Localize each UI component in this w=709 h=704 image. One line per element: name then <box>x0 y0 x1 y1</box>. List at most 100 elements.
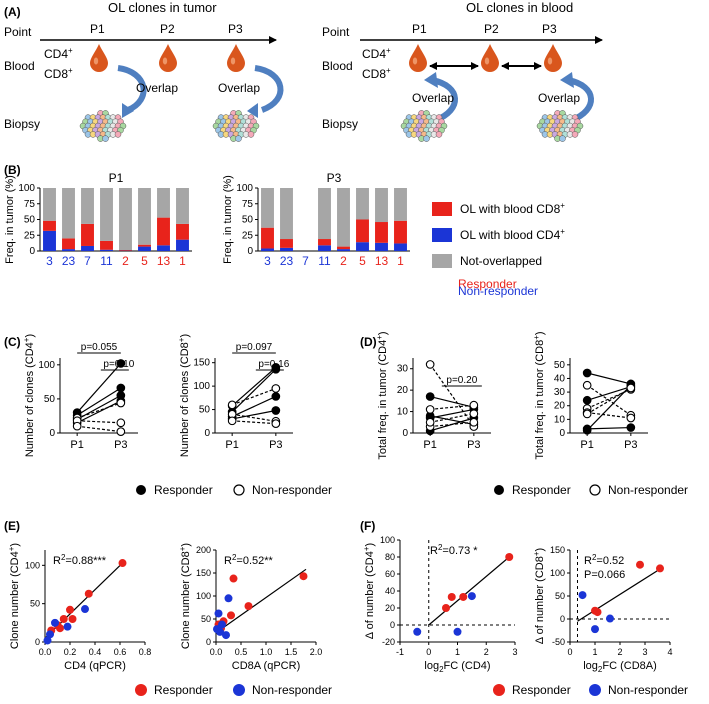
data-point <box>425 417 435 427</box>
y-tick-label: 50 <box>24 215 36 226</box>
x-tick-label: P3 <box>114 439 127 451</box>
line-chart-c2: 0 50 100 150 P1 P3 Number of clones (CD8+) p=0.… <box>177 334 293 457</box>
y-axis-label: Clone number (CD4+) <box>7 543 21 649</box>
y-tick-label: 150 <box>193 358 210 369</box>
category-label: 23 <box>62 254 76 268</box>
series-line <box>76 387 122 416</box>
overlap-arrow-icon <box>254 65 284 113</box>
series-line <box>587 426 631 430</box>
x-tick-label: 0.4 <box>89 647 102 657</box>
legend-responder: Responder <box>154 483 213 497</box>
y-tick-label: 40 <box>385 586 395 596</box>
bar-segment <box>261 248 274 251</box>
bar-segment <box>62 249 75 251</box>
data-point <box>442 604 450 612</box>
y-tick-label: 75 <box>242 199 254 210</box>
scatter-chart-e2: 0 50 100 150 200 0.0 0.5 1.0 1.5 2.0 CD8A (qPCR) Cl… <box>178 543 322 672</box>
category-label: 2 <box>340 254 347 268</box>
y-axis-label: Clone number (CD8+) <box>178 543 192 649</box>
data-point <box>299 572 308 581</box>
panel-a: (A) OL clones in tumor Point P1 P2 P3 Bl… <box>4 0 603 142</box>
data-point <box>453 627 462 636</box>
drop-highlight <box>162 57 168 65</box>
data-point <box>68 615 77 623</box>
panel-label-f: (F) <box>360 519 375 533</box>
y-tick-label: 75 <box>24 199 36 210</box>
y-tick-label: 30 <box>554 387 566 398</box>
y-tick-label: 50 <box>242 215 254 226</box>
x-tick-label: 1.0 <box>260 647 273 657</box>
data-point <box>606 614 614 623</box>
data-point <box>271 406 281 415</box>
legend-cd8: OL with blood CD8+ <box>460 201 565 216</box>
legend-non-responder: Non-responder <box>252 683 332 697</box>
y-tick-label: 100 <box>380 535 395 545</box>
drop-shape <box>159 44 177 72</box>
y-axis-label: Δ of number (CD8+) <box>532 548 546 644</box>
data-point <box>582 380 592 390</box>
bar-segment <box>280 188 293 240</box>
data-point <box>56 624 64 633</box>
y-tick-label: 60 <box>385 569 395 579</box>
y-axis-label: Freq. in tumor (%) <box>222 175 234 264</box>
drop-highlight <box>547 57 553 65</box>
data-point <box>425 405 435 414</box>
tumor-biopsy-icon <box>536 110 584 142</box>
legend-not-overlapped: Not-overlapped <box>460 254 542 268</box>
data-point <box>59 615 68 623</box>
tp-left-p2: P2 <box>160 22 175 36</box>
panel-label-e: (E) <box>4 519 20 533</box>
data-point <box>51 618 59 627</box>
data-point <box>84 589 93 598</box>
series-line <box>586 388 632 410</box>
data-point <box>469 409 479 419</box>
bar-segment <box>375 242 388 251</box>
category-label: 3 <box>264 254 271 268</box>
tumor-biopsy-icon <box>79 110 127 142</box>
data-point <box>582 368 592 378</box>
legend-swatch-cd4 <box>432 228 452 242</box>
y-tick-label: -20 <box>382 637 395 647</box>
tp-right-p2: P2 <box>484 22 499 36</box>
overlap-label: Overlap <box>412 91 454 105</box>
y-tick-label: -50 <box>552 637 565 647</box>
bar-segment <box>176 239 189 251</box>
legend-responder: Responder <box>512 483 571 497</box>
y-tick-label: 100 <box>25 560 40 570</box>
line-chart-d1: 0 10 20 30 P1 P3 Total freq. in tumor (CD4+) p=… <box>375 331 491 460</box>
data-point <box>582 395 592 405</box>
x-axis-label: log2FC (CD8A) <box>583 660 657 674</box>
y-tick-label: 10 <box>397 407 409 418</box>
bar-segment <box>318 245 331 251</box>
x-tick-label: 3 <box>642 647 647 657</box>
bar-legend: OL with blood CD8+ OL with blood CD4+ No… <box>432 201 565 298</box>
data-point <box>425 392 435 401</box>
y-tick-label: 50 <box>555 591 565 601</box>
overlap-arrow-head-icon <box>247 103 258 118</box>
drop-shape <box>90 44 108 72</box>
y-tick-label: 200 <box>196 545 211 555</box>
blood-drop-icon <box>544 44 562 72</box>
bar-segment <box>138 244 151 247</box>
y-tick-label: 0 <box>29 246 35 257</box>
legend-non-responder-marker <box>589 484 601 496</box>
category-label: 11 <box>100 254 113 268</box>
x-tick-label: 1 <box>455 647 460 657</box>
y-tick-label: 0 <box>559 428 565 439</box>
tumor-biopsy-icon <box>212 110 260 142</box>
data-point <box>413 627 422 636</box>
series-line <box>586 386 632 401</box>
x-tick-label: 0 <box>426 647 431 657</box>
legend-e: Responder Non-responder <box>135 683 332 697</box>
category-label: 5 <box>141 254 148 268</box>
blood-label-right: Blood <box>322 59 353 73</box>
cd8-label-left: CD8+ <box>44 66 73 81</box>
legend-responder-marker <box>493 684 505 696</box>
y-tick-label: 150 <box>196 568 211 578</box>
legend-responder-text: Responder <box>458 277 517 291</box>
data-point <box>63 622 72 631</box>
category-label: 13 <box>375 254 389 268</box>
drop-shape <box>409 44 427 72</box>
